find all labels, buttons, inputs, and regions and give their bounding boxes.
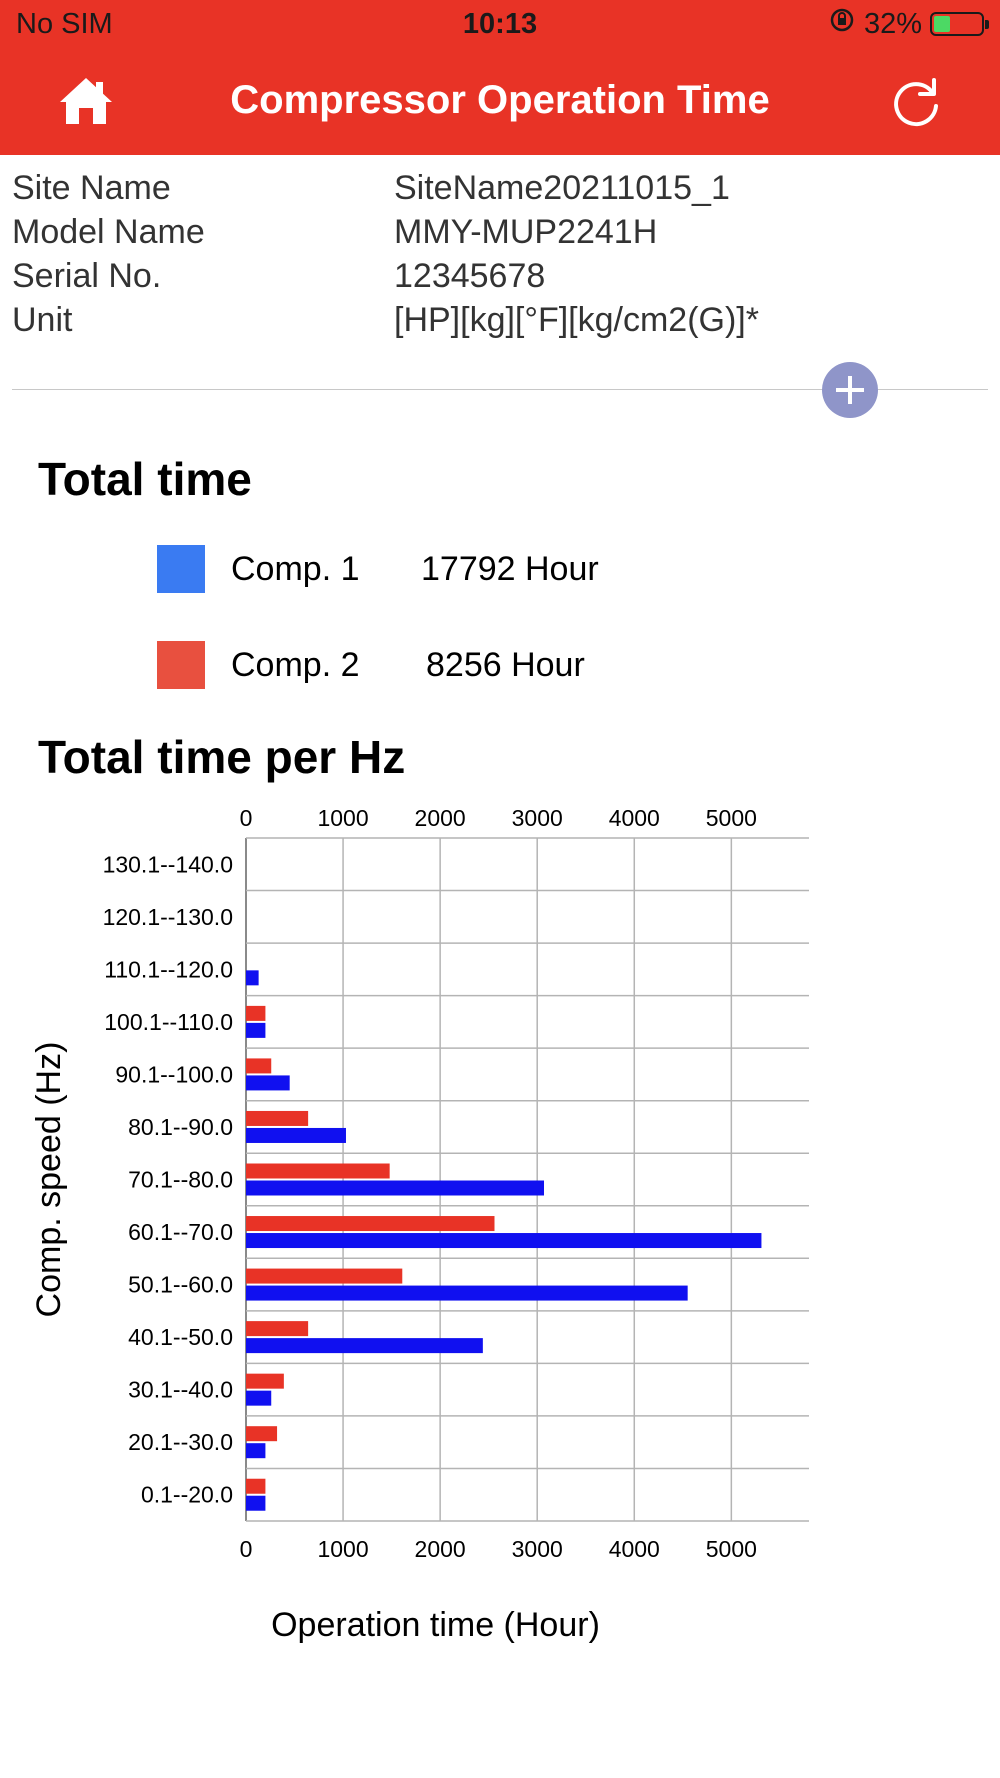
x-tick-label-bottom: 4000 [609, 1536, 660, 1562]
serial-no-value: 12345678 [394, 257, 546, 295]
page-title: Compressor Operation Time [230, 78, 770, 122]
comp-1-swatch [157, 545, 205, 593]
bar-comp-2 [246, 1426, 278, 1442]
bar-comp-2 [246, 1373, 284, 1389]
status-time: 10:13 [462, 8, 538, 40]
y-tick-label: 60.1--70.0 [128, 1219, 233, 1245]
comp-1-value: 17792 Hour [421, 549, 599, 588]
bar-comp-1 [246, 1233, 762, 1249]
unit-value: [HP][kg][°F][kg/cm2(G)]* [394, 301, 759, 339]
hz-bar-chart: 0 0 1000 1000 2000 2000 3000 3000 4000 4000 5000 50… [30, 805, 809, 1644]
model-name-value: MMY-MUP2241H [394, 213, 658, 251]
y-tick-label: 110.1--120.0 [104, 956, 233, 982]
y-tick-label: 30.1--40.0 [128, 1377, 233, 1403]
site-name-value: SiteName20211015_1 [394, 169, 730, 207]
x-tick-label-bottom: 2000 [415, 1536, 466, 1562]
comp-2-swatch [157, 641, 205, 689]
legend-comp-1: Comp. 1 17792 Hour [157, 545, 599, 593]
info-row-unit: Unit [HP][kg][°F][kg/cm2(G)]* [12, 298, 759, 342]
battery-percent: 32% [863, 7, 922, 40]
y-tick-label: 130.1--140.0 [103, 851, 233, 877]
y-tick-label: 100.1--110.0 [104, 1009, 233, 1035]
y-axis-title: Comp. speed (Hz) [30, 1042, 68, 1318]
bar-comp-1 [246, 1180, 545, 1196]
x-tick-label-top: 2000 [415, 805, 466, 831]
total-time-title: Total time [38, 453, 252, 505]
rotation-lock-icon [828, 6, 856, 42]
y-tick-label: 50.1--60.0 [128, 1272, 233, 1298]
bar-comp-1 [246, 1075, 290, 1091]
info-row-serial: Serial No. 12345678 [12, 254, 759, 298]
comp-2-value: 8256 Hour [426, 645, 585, 684]
info-row-model: Model Name MMY-MUP2241H [12, 210, 759, 254]
unit-info: Site Name SiteName20211015_1 Model Name … [12, 166, 759, 342]
x-tick-label-bottom: 0 [240, 1536, 253, 1562]
bar-comp-2 [246, 1163, 390, 1179]
y-tick-label: 90.1--100.0 [115, 1061, 233, 1087]
model-name-label: Model Name [12, 213, 205, 251]
battery-icon [930, 12, 989, 36]
divider [12, 389, 988, 390]
bar-comp-2 [246, 1268, 403, 1284]
y-tick-label: 70.1--80.0 [128, 1167, 233, 1193]
x-tick-label-top: 4000 [609, 805, 660, 831]
y-tick-label: 0.1--20.0 [141, 1482, 233, 1508]
refresh-button[interactable] [888, 74, 944, 130]
carrier-label: No SIM [16, 8, 113, 40]
bar-comp-1 [246, 1127, 346, 1143]
bar-comp-1 [246, 1022, 266, 1038]
status-right: 32% [828, 6, 989, 42]
chart-labels: 0 0 1000 1000 2000 2000 3000 3000 4000 4000 5000 50… [30, 805, 757, 1644]
comp-2-name: Comp. 2 [231, 645, 360, 684]
x-axis-title: Operation time (Hour) [271, 1606, 600, 1644]
bar-comp-1 [246, 1390, 272, 1406]
bar-comp-1 [246, 1285, 688, 1301]
bar-comp-1 [246, 1443, 266, 1459]
chart-grid [245, 837, 809, 1522]
header-bar: No SIM 10:13 32% Compressor Operation Ti… [0, 0, 1000, 155]
bar-comp-2 [246, 1321, 309, 1337]
x-tick-label-bottom: 1000 [317, 1536, 368, 1562]
x-tick-label-bottom: 3000 [512, 1536, 563, 1562]
bar-comp-1 [246, 1495, 266, 1511]
bar-comp-2 [246, 1478, 266, 1494]
chart-bars [246, 970, 762, 1511]
bar-comp-1 [246, 970, 259, 986]
comp-1-name: Comp. 1 [231, 549, 360, 588]
x-tick-label-top: 3000 [512, 805, 563, 831]
x-tick-label-top: 1000 [317, 805, 368, 831]
x-tick-label-top: 0 [240, 805, 253, 831]
bar-comp-2 [246, 1005, 266, 1021]
x-tick-label-bottom: 5000 [706, 1536, 757, 1562]
x-tick-label-top: 5000 [706, 805, 757, 831]
add-button[interactable] [822, 362, 878, 418]
y-tick-label: 40.1--50.0 [128, 1324, 233, 1350]
unit-label: Unit [12, 301, 73, 339]
refresh-icon [894, 78, 938, 127]
bar-comp-2 [246, 1058, 272, 1074]
bar-comp-2 [246, 1216, 495, 1232]
y-tick-label: 120.1--130.0 [103, 904, 233, 930]
site-name-label: Site Name [12, 169, 171, 207]
info-row-site: Site Name SiteName20211015_1 [12, 166, 759, 210]
y-tick-label: 80.1--90.0 [128, 1114, 233, 1140]
legend-comp-2: Comp. 2 8256 Hour [157, 641, 585, 689]
bar-comp-2 [246, 1110, 309, 1126]
home-icon [60, 78, 112, 124]
y-tick-label: 20.1--30.0 [128, 1429, 233, 1455]
chart-section-title: Total time per Hz [38, 731, 406, 783]
bar-comp-1 [246, 1338, 483, 1354]
serial-no-label: Serial No. [12, 257, 162, 295]
home-button[interactable] [56, 74, 116, 128]
